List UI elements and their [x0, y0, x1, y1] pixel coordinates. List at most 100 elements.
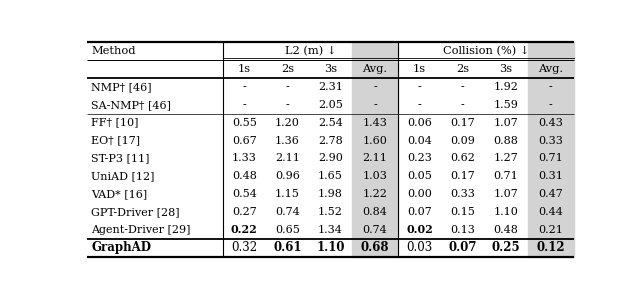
Text: 1.60: 1.60: [363, 136, 387, 146]
Text: 0.02: 0.02: [406, 224, 433, 235]
Text: EO† [17]: EO† [17]: [92, 136, 141, 146]
Text: 1.27: 1.27: [493, 153, 518, 163]
Text: 1.10: 1.10: [493, 207, 518, 217]
Text: 0.21: 0.21: [538, 225, 563, 235]
Text: 0.06: 0.06: [407, 118, 432, 128]
Text: 1.03: 1.03: [363, 171, 387, 181]
Text: 0.33: 0.33: [538, 136, 563, 146]
Text: FF† [10]: FF† [10]: [92, 118, 139, 128]
Text: 1.07: 1.07: [493, 118, 518, 128]
Text: SA-NMP† [46]: SA-NMP† [46]: [92, 100, 172, 110]
Text: 1.07: 1.07: [493, 189, 518, 199]
Text: -: -: [373, 100, 377, 110]
Text: 1.22: 1.22: [363, 189, 387, 199]
Text: -: -: [243, 82, 246, 92]
Text: 0.05: 0.05: [407, 171, 432, 181]
Text: 2.54: 2.54: [318, 118, 343, 128]
Text: 1.92: 1.92: [493, 82, 518, 92]
Text: 0.54: 0.54: [232, 189, 257, 199]
Text: 0.12: 0.12: [536, 241, 565, 254]
Text: 0.07: 0.07: [449, 241, 477, 254]
Text: 1s: 1s: [413, 64, 426, 74]
Text: 0.48: 0.48: [232, 171, 257, 181]
Text: -: -: [418, 82, 422, 92]
Text: 0.55: 0.55: [232, 118, 257, 128]
Text: 2.11: 2.11: [275, 153, 300, 163]
Text: 0.62: 0.62: [451, 153, 476, 163]
Text: -: -: [418, 100, 422, 110]
Text: 0.68: 0.68: [361, 241, 389, 254]
Text: ST-P3 [11]: ST-P3 [11]: [92, 153, 150, 163]
Text: 1.52: 1.52: [318, 207, 343, 217]
Text: 0.17: 0.17: [451, 118, 475, 128]
Bar: [352, 42, 398, 257]
Text: 0.22: 0.22: [231, 224, 257, 235]
Text: 1s: 1s: [237, 64, 251, 74]
Text: 0.61: 0.61: [273, 241, 301, 254]
Text: Method: Method: [92, 46, 136, 56]
Text: 0.96: 0.96: [275, 171, 300, 181]
Text: 2.11: 2.11: [363, 153, 387, 163]
Text: -: -: [243, 100, 246, 110]
Text: 3s: 3s: [499, 64, 513, 74]
Text: 2s: 2s: [456, 64, 469, 74]
Text: 0.33: 0.33: [451, 189, 476, 199]
Text: 1.43: 1.43: [363, 118, 387, 128]
Text: L2 (m) ↓: L2 (m) ↓: [285, 46, 336, 57]
Text: 0.43: 0.43: [538, 118, 563, 128]
Text: VAD* [16]: VAD* [16]: [92, 189, 148, 199]
Text: 0.25: 0.25: [492, 241, 520, 254]
Text: 1.59: 1.59: [493, 100, 518, 110]
Text: 1.98: 1.98: [318, 189, 343, 199]
Text: 0.32: 0.32: [231, 241, 257, 254]
Text: 2.05: 2.05: [318, 100, 343, 110]
Text: UniAD [12]: UniAD [12]: [92, 171, 155, 181]
Text: NMP† [46]: NMP† [46]: [92, 82, 152, 92]
Text: 0.48: 0.48: [493, 225, 518, 235]
Text: -: -: [461, 82, 465, 92]
Text: 0.15: 0.15: [451, 207, 476, 217]
Text: 0.07: 0.07: [407, 207, 432, 217]
Text: Agent-Driver [29]: Agent-Driver [29]: [92, 225, 191, 235]
Text: 1.33: 1.33: [232, 153, 257, 163]
Text: 2s: 2s: [281, 64, 294, 74]
Text: Collision (%) ↓: Collision (%) ↓: [443, 46, 529, 57]
Text: 0.23: 0.23: [407, 153, 432, 163]
Text: 1.36: 1.36: [275, 136, 300, 146]
Text: -: -: [373, 82, 377, 92]
Text: GraphAD: GraphAD: [92, 241, 152, 254]
Text: -: -: [548, 100, 552, 110]
Text: 3s: 3s: [324, 64, 337, 74]
Text: Avg.: Avg.: [362, 64, 388, 74]
Text: 2.90: 2.90: [318, 153, 343, 163]
Text: 0.00: 0.00: [407, 189, 432, 199]
Text: 0.09: 0.09: [451, 136, 476, 146]
Text: 1.15: 1.15: [275, 189, 300, 199]
Text: GPT-Driver [28]: GPT-Driver [28]: [92, 207, 180, 217]
Text: -: -: [285, 100, 289, 110]
Text: 2.78: 2.78: [318, 136, 343, 146]
Text: 0.71: 0.71: [493, 171, 518, 181]
Text: 0.67: 0.67: [232, 136, 257, 146]
Text: 0.84: 0.84: [363, 207, 387, 217]
Text: Avg.: Avg.: [538, 64, 563, 74]
Text: 0.27: 0.27: [232, 207, 257, 217]
Text: 0.74: 0.74: [363, 225, 387, 235]
Text: 1.10: 1.10: [316, 241, 345, 254]
Text: 0.13: 0.13: [451, 225, 476, 235]
Text: 1.65: 1.65: [318, 171, 343, 181]
Text: 0.47: 0.47: [538, 189, 563, 199]
Text: 2.31: 2.31: [318, 82, 343, 92]
Text: 0.65: 0.65: [275, 225, 300, 235]
Text: -: -: [285, 82, 289, 92]
Text: 0.17: 0.17: [451, 171, 475, 181]
Text: -: -: [461, 100, 465, 110]
Text: -: -: [548, 82, 552, 92]
Text: 0.71: 0.71: [538, 153, 563, 163]
Text: 0.31: 0.31: [538, 171, 563, 181]
Text: 1.20: 1.20: [275, 118, 300, 128]
Text: 0.04: 0.04: [407, 136, 432, 146]
Text: 0.44: 0.44: [538, 207, 563, 217]
Text: 0.88: 0.88: [493, 136, 518, 146]
Bar: [527, 42, 573, 257]
